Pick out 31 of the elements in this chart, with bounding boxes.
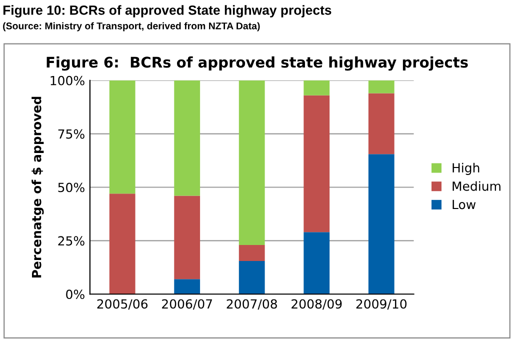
bar	[304, 80, 330, 96]
text: (Source: Ministry of Transport, derived from NZTA Data)	[3, 22, 260, 32]
legend-label: Medium	[452, 181, 500, 191]
legend-label: High	[452, 162, 480, 175]
bar	[174, 196, 200, 280]
bar	[304, 232, 330, 294]
y-tick-label: 50%	[58, 182, 84, 192]
bar	[368, 80, 394, 94]
x-tick-label: 2009/10	[356, 299, 407, 310]
bar	[109, 194, 136, 294]
x-tick-label: 2005/06	[97, 299, 148, 310]
bar	[174, 80, 200, 196]
x-tick-label: 2007/08	[226, 299, 277, 310]
chart-title: Figure 10: BCRs of approved State highway projects	[3, 5, 332, 18]
bar	[174, 279, 200, 294]
y-tick-label: 75%	[58, 129, 84, 139]
y-tick-label: 100%	[50, 76, 84, 86]
bar	[304, 95, 330, 232]
y-tick-label: 25%	[58, 236, 84, 246]
chart-subtitle: Figure 6: BCRs of approved state highway projects	[46, 56, 468, 71]
y-tick-label: 0%	[66, 290, 84, 300]
bar	[238, 260, 265, 294]
bar	[238, 80, 265, 245]
bar	[368, 93, 394, 154]
bar	[238, 244, 265, 261]
bar	[368, 154, 394, 294]
y-axis-title: Percenatge of $ approved	[32, 96, 44, 278]
bar	[109, 80, 136, 194]
x-tick-label: 2008/09	[292, 299, 342, 310]
legend-label: Low	[452, 200, 476, 210]
x-tick-label: 2006/07	[162, 299, 212, 310]
